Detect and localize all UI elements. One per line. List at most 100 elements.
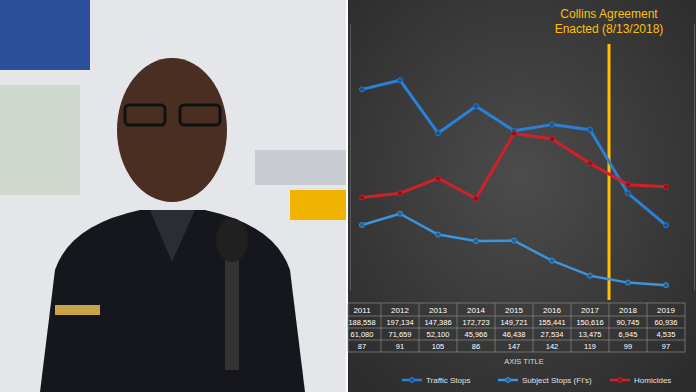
marker: [587, 273, 592, 278]
table-cell: 188,558: [348, 318, 375, 327]
marker: [435, 131, 440, 136]
marker: [549, 122, 554, 127]
chart-background: [348, 0, 696, 392]
table-cell: 155,441: [538, 318, 565, 327]
marker: [511, 238, 516, 243]
table-rule: [348, 352, 685, 353]
series-line: [362, 214, 666, 285]
table-header: 2013: [429, 306, 447, 315]
microphone: [216, 218, 248, 262]
axis-line: [694, 25, 695, 291]
legend-label: Subject Stops (FI's): [522, 376, 592, 385]
series-line: [362, 80, 666, 225]
legend-key: [506, 378, 511, 383]
marker: [663, 184, 668, 189]
backdrop-logo: [0, 85, 80, 195]
marker: [549, 136, 554, 141]
table-header: 2014: [467, 306, 485, 315]
table-header: 2018: [619, 306, 637, 315]
marker: [549, 258, 554, 263]
table-header: 2016: [543, 306, 561, 315]
marker: [435, 232, 440, 237]
photo-background: [0, 0, 346, 392]
marker: [397, 78, 402, 83]
table-header: 2011: [353, 306, 371, 315]
table-rule: [609, 303, 610, 352]
legend-label: Homicides: [634, 376, 671, 385]
table-cell: 6,945: [619, 330, 638, 339]
table-cell: 86: [472, 342, 480, 351]
table-cell: 147,386: [424, 318, 451, 327]
y-axis: [350, 25, 351, 291]
table-rule: [348, 328, 685, 329]
table-rule: [571, 303, 572, 352]
backdrop-logo: [0, 0, 90, 70]
annotation-text: Collins Agreement: [560, 7, 658, 21]
table-rule: [348, 340, 685, 341]
photo-panel: [0, 0, 346, 392]
table-rule: [457, 303, 458, 352]
table-cell: 61,080: [351, 330, 374, 339]
legend: Traffic Stops Subject Stops (FI's) Homicid…: [402, 376, 671, 385]
marker: [663, 283, 668, 288]
table-rule: [685, 303, 686, 352]
marker: [359, 87, 364, 92]
table-header: 2012: [391, 306, 409, 315]
table-cell: 197,134: [386, 318, 413, 327]
table-cell: 149,721: [500, 318, 527, 327]
marker: [587, 127, 592, 132]
legend-key: [410, 378, 415, 383]
table-header: 2019: [657, 306, 675, 315]
marker: [359, 195, 364, 200]
marker: [625, 280, 630, 285]
table-cell: 45,966: [465, 330, 488, 339]
marker: [359, 222, 364, 227]
marker: [625, 182, 630, 187]
marker: [587, 161, 592, 166]
marker: [397, 191, 402, 196]
name-tag: [55, 305, 100, 315]
table-cell: 71,659: [389, 330, 412, 339]
head: [117, 58, 227, 202]
table-rule: [495, 303, 496, 352]
legend-label: Traffic Stops: [426, 376, 470, 385]
table-cell: 119: [584, 342, 596, 351]
uniform: [40, 210, 305, 392]
axis-line: [350, 25, 351, 291]
table-cell: 60,936: [655, 318, 678, 327]
marker: [473, 104, 478, 109]
marker: [473, 196, 478, 201]
table-rule: [348, 316, 685, 317]
marker: [435, 176, 440, 181]
table-cell: 142: [546, 342, 559, 351]
series-line: [362, 134, 666, 199]
marker: [473, 238, 478, 243]
table-rule: [348, 303, 349, 352]
table-rule: [533, 303, 534, 352]
glasses: [180, 105, 220, 125]
table-rule: [381, 303, 382, 352]
table-cell: 147: [508, 342, 521, 351]
collar: [150, 210, 195, 262]
marker: [663, 223, 668, 228]
table-rule: [419, 303, 420, 352]
marker: [625, 191, 630, 196]
annotation-text: Enacted (8/13/2018): [555, 22, 664, 36]
table-rule: [647, 303, 648, 352]
data-table: 2011 2012 2013 2014 2015 2016 2017 2018 2019 188,…: [348, 303, 685, 352]
marker: [397, 211, 402, 216]
table-cell: 46,438: [503, 330, 526, 339]
y2-axis: [694, 25, 695, 291]
axis-title: AXIS TITLE: [504, 357, 543, 366]
table-header: 2015: [505, 306, 523, 315]
table-cell: 13,475: [579, 330, 602, 339]
glasses: [125, 105, 165, 125]
legend-key: [618, 378, 623, 383]
table-header: 2017: [581, 306, 599, 315]
figure: Collins AgreementEnacted (8/13/2018) 2011…: [0, 0, 696, 392]
table-cell: 4,535: [657, 330, 676, 339]
table-cell: 97: [662, 342, 670, 351]
table-rule: [348, 303, 685, 304]
table-cell: 105: [432, 342, 445, 351]
table-cell: 87: [358, 342, 366, 351]
